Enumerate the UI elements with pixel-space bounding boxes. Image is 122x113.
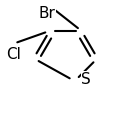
- Text: Br: Br: [39, 6, 56, 21]
- Text: Cl: Cl: [6, 47, 21, 62]
- Text: S: S: [81, 72, 91, 87]
